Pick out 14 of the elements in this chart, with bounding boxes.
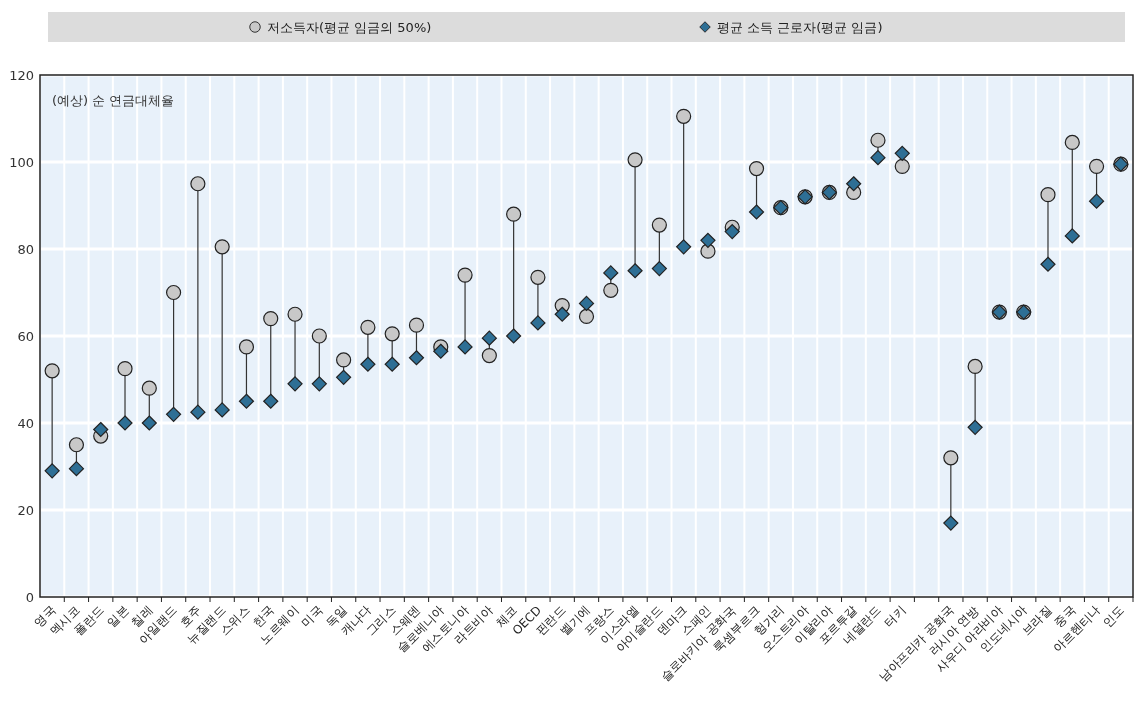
y-tick-label: 100 xyxy=(9,155,34,170)
legend-label: 저소득자(평균 임금의 50%) xyxy=(267,20,432,35)
y-tick-label: 0 xyxy=(25,590,34,605)
y-tick-label: 20 xyxy=(17,503,34,518)
x-tick-label: 터키 xyxy=(881,603,909,631)
legend-label: 평균 소득 근로자(평균 임금) xyxy=(717,20,883,35)
x-tick-label: 인도 xyxy=(1100,603,1127,631)
x-tick-label: 미국 xyxy=(298,603,326,631)
y-tick-label: 60 xyxy=(17,329,34,344)
y-tick-label: 80 xyxy=(17,242,34,257)
x-tick-label: 일본 xyxy=(104,603,132,631)
y-tick-label: 40 xyxy=(17,416,34,431)
annotation: (예상) 순 연금대체율 xyxy=(52,93,175,108)
y-tick-label: 120 xyxy=(9,68,34,83)
